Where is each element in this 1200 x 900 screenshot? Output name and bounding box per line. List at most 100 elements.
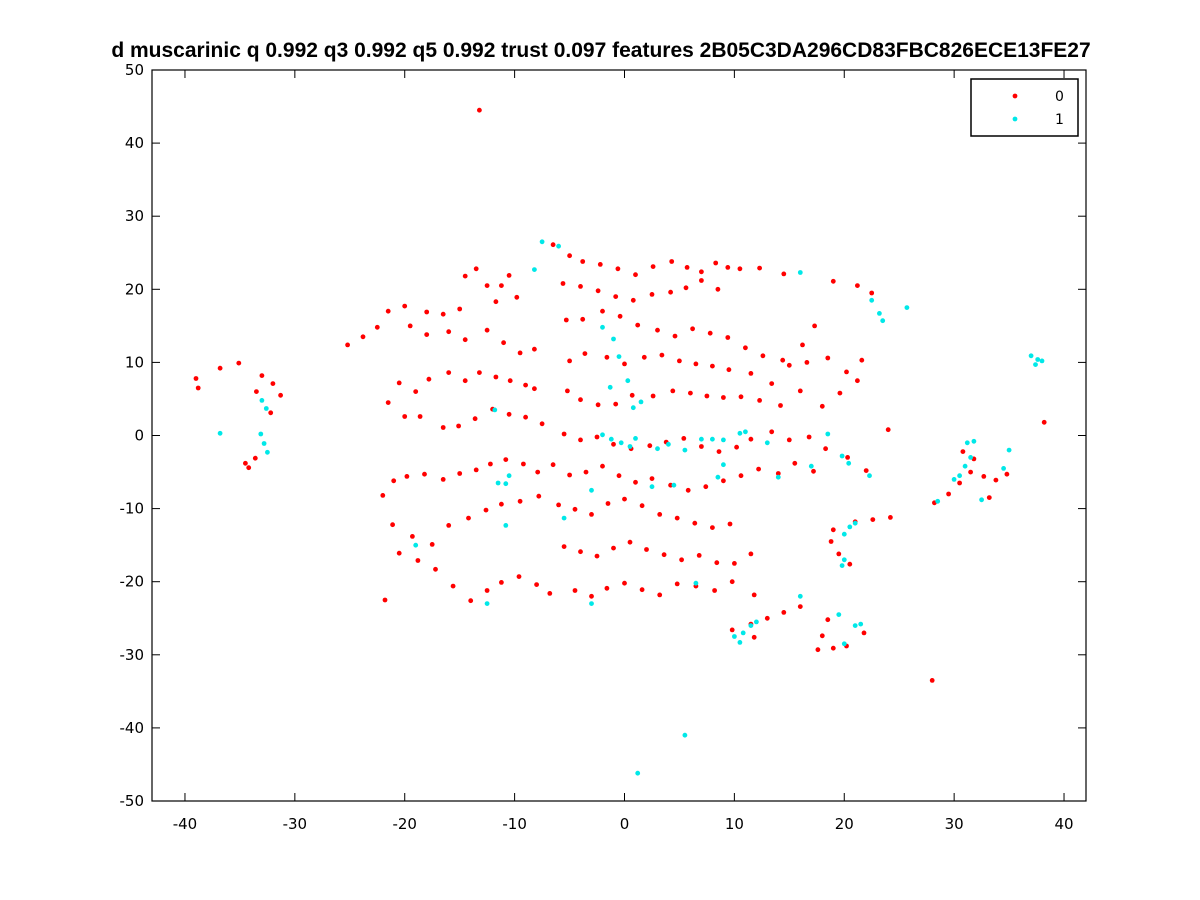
data-point bbox=[404, 474, 410, 479]
data-point bbox=[830, 527, 836, 533]
data-point bbox=[644, 547, 649, 552]
data-point bbox=[565, 388, 570, 394]
data-point bbox=[583, 469, 589, 475]
data-point bbox=[402, 414, 408, 419]
data-point bbox=[696, 553, 702, 558]
data-point bbox=[778, 403, 783, 408]
data-point bbox=[769, 381, 775, 386]
data-point bbox=[622, 496, 627, 502]
data-point bbox=[589, 593, 594, 599]
x-tick-label: 20 bbox=[835, 815, 854, 833]
data-point bbox=[532, 346, 537, 352]
data-point bbox=[757, 398, 762, 403]
data-point bbox=[649, 484, 655, 490]
data-point bbox=[456, 423, 461, 429]
data-point bbox=[422, 471, 427, 477]
data-point bbox=[265, 449, 270, 455]
data-point bbox=[754, 619, 759, 625]
data-point bbox=[550, 242, 556, 248]
data-point bbox=[595, 288, 601, 294]
y-tick-label: -50 bbox=[120, 792, 145, 810]
data-point bbox=[661, 552, 667, 558]
data-point bbox=[535, 469, 541, 475]
data-point bbox=[858, 621, 864, 627]
data-point bbox=[748, 623, 754, 628]
x-tick-label: 10 bbox=[725, 815, 744, 833]
data-point bbox=[270, 381, 276, 386]
chart-title: d muscarinic q 0.992 q3 0.992 q5 0.992 t… bbox=[111, 39, 1090, 62]
data-point bbox=[417, 414, 423, 419]
data-point bbox=[547, 591, 553, 596]
data-point bbox=[195, 385, 201, 391]
data-point bbox=[699, 436, 704, 442]
data-point bbox=[492, 407, 498, 413]
data-point bbox=[572, 506, 578, 512]
data-point bbox=[713, 260, 719, 266]
data-point bbox=[710, 525, 715, 530]
y-tick-label: -10 bbox=[120, 500, 145, 518]
data-point bbox=[639, 503, 645, 509]
data-point bbox=[729, 627, 735, 633]
legend-box bbox=[970, 78, 1079, 137]
x-tick-label: 30 bbox=[945, 815, 964, 833]
legend-label: 0 bbox=[1055, 89, 1064, 105]
data-point bbox=[259, 373, 265, 378]
data-point bbox=[561, 515, 567, 521]
data-point bbox=[780, 357, 786, 363]
data-point bbox=[616, 354, 622, 359]
data-point bbox=[836, 612, 842, 617]
y-tick-label: 20 bbox=[125, 280, 144, 298]
data-point bbox=[808, 463, 814, 469]
data-point bbox=[410, 534, 415, 539]
data-point bbox=[457, 306, 463, 312]
data-point bbox=[951, 477, 957, 482]
data-point bbox=[259, 398, 265, 403]
data-point bbox=[764, 615, 770, 621]
data-point bbox=[263, 406, 269, 411]
data-point bbox=[885, 427, 891, 433]
data-points bbox=[193, 107, 1047, 776]
data-point bbox=[828, 539, 834, 544]
data-point bbox=[929, 678, 935, 683]
data-point bbox=[957, 473, 962, 479]
data-point bbox=[825, 617, 831, 623]
data-point bbox=[532, 386, 537, 392]
x-tick-label: -20 bbox=[392, 815, 417, 833]
data-point bbox=[629, 392, 635, 398]
data-point bbox=[839, 563, 845, 568]
data-point bbox=[633, 272, 638, 278]
data-point bbox=[703, 484, 709, 490]
data-point bbox=[935, 498, 941, 504]
data-point bbox=[714, 560, 720, 566]
data-point bbox=[468, 598, 474, 604]
data-point bbox=[693, 580, 699, 586]
data-point bbox=[786, 437, 792, 443]
data-point bbox=[863, 468, 869, 473]
data-point bbox=[532, 267, 537, 272]
data-point bbox=[236, 360, 242, 366]
data-point bbox=[217, 430, 223, 436]
data-point bbox=[715, 474, 721, 480]
data-point bbox=[483, 507, 489, 513]
data-point bbox=[499, 580, 504, 585]
data-point bbox=[852, 623, 858, 628]
data-point bbox=[484, 327, 490, 333]
data-point bbox=[613, 401, 619, 407]
data-point bbox=[473, 266, 479, 272]
data-point bbox=[670, 388, 676, 394]
data-point bbox=[493, 299, 499, 305]
data-point bbox=[684, 265, 690, 270]
data-point bbox=[751, 634, 757, 640]
data-point bbox=[402, 303, 408, 309]
data-point bbox=[685, 487, 691, 493]
data-point bbox=[396, 550, 402, 556]
data-point bbox=[517, 350, 523, 356]
data-point bbox=[380, 493, 386, 498]
data-point bbox=[582, 351, 588, 356]
data-point bbox=[797, 388, 803, 394]
axis-ticks: -40 -30 -20 -10 0 10 20 30 40-50-40-30-20-100102… bbox=[120, 61, 1086, 833]
data-point bbox=[757, 265, 762, 271]
data-point bbox=[472, 416, 478, 422]
data-point bbox=[732, 561, 737, 566]
data-point bbox=[655, 446, 660, 452]
